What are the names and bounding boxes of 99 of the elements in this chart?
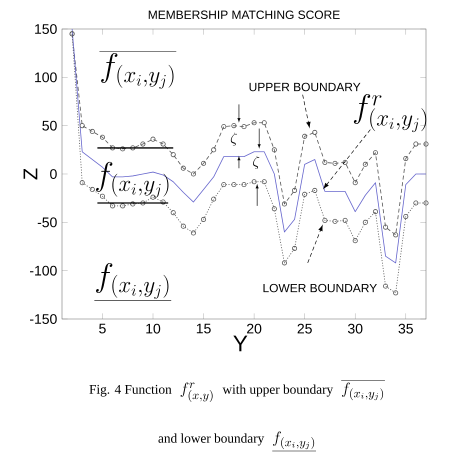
point xyxy=(302,134,308,139)
point xyxy=(180,166,186,171)
annotation: $\zeta$ xyxy=(253,156,260,170)
annotation: $f_{(x_i,y_j)}$ xyxy=(96,162,168,198)
point xyxy=(160,142,166,147)
point xyxy=(362,220,368,225)
point xyxy=(90,186,95,192)
point xyxy=(180,224,186,229)
text: and lower boundary xyxy=(158,433,264,446)
annotation: $\zeta$ xyxy=(230,132,238,146)
point xyxy=(413,142,418,147)
point xyxy=(332,218,338,224)
point xyxy=(231,123,236,128)
point xyxy=(393,290,398,296)
point xyxy=(80,123,85,128)
point xyxy=(312,188,318,193)
point xyxy=(150,136,156,142)
point xyxy=(342,218,348,223)
point xyxy=(201,160,206,166)
point xyxy=(170,152,176,158)
point xyxy=(322,218,328,223)
point xyxy=(262,179,267,184)
point xyxy=(231,182,236,188)
point xyxy=(140,142,146,147)
point xyxy=(262,120,267,126)
point xyxy=(413,200,418,206)
point xyxy=(372,209,378,214)
annotation: $\underline{f_{(x_i,y_j)}}$ xyxy=(94,262,172,300)
point xyxy=(322,160,328,165)
point xyxy=(292,246,298,251)
point xyxy=(362,162,368,167)
point xyxy=(403,156,408,162)
point xyxy=(423,200,429,206)
point xyxy=(110,203,116,208)
point xyxy=(383,284,388,289)
y-tick-label: -50 xyxy=(38,217,57,228)
point xyxy=(120,146,126,152)
x-tick-label: 35 xyxy=(398,324,413,334)
point xyxy=(110,145,116,150)
point xyxy=(241,182,247,188)
point xyxy=(312,130,318,135)
point xyxy=(252,179,257,184)
y-axis-title: Z xyxy=(24,168,38,180)
point xyxy=(80,180,85,186)
point xyxy=(170,210,176,216)
x-tick-label: 5 xyxy=(99,324,106,334)
x-tick-label: 30 xyxy=(348,324,362,334)
point xyxy=(100,134,105,140)
x-tick-label: 20 xyxy=(247,324,262,334)
point xyxy=(372,150,378,156)
point xyxy=(352,238,358,244)
point xyxy=(130,201,136,206)
point xyxy=(383,224,388,230)
point xyxy=(130,145,136,150)
point xyxy=(120,203,126,208)
point xyxy=(140,200,146,206)
point xyxy=(201,216,206,222)
caption: Fig. 4 Function xyxy=(89,384,172,397)
text: $\underline{f_{(x_i,y_j)}}$ xyxy=(272,431,316,451)
point xyxy=(423,142,429,147)
annotation: $\overline{f_{(x_i,y_j)}}$ xyxy=(99,51,176,89)
point xyxy=(292,188,298,193)
y-tick-label: -100 xyxy=(30,266,57,276)
point xyxy=(211,147,216,152)
point xyxy=(272,206,277,212)
point xyxy=(272,147,277,152)
x-tick-label: 25 xyxy=(298,324,312,334)
y-tick-label: 0 xyxy=(50,169,57,179)
y-tick-label: 50 xyxy=(42,120,57,131)
point xyxy=(342,160,348,165)
point xyxy=(221,124,226,130)
point xyxy=(282,201,287,206)
x-axis-title: Y xyxy=(233,336,248,352)
point xyxy=(160,200,166,205)
y-tick-label: 150 xyxy=(35,24,57,34)
text: with upper boundary xyxy=(222,384,334,397)
y-tick-label: 100 xyxy=(35,72,57,82)
y-tick-label: -150 xyxy=(30,314,57,324)
point xyxy=(190,171,196,177)
x-tick-label: 15 xyxy=(196,324,211,334)
point xyxy=(221,182,226,188)
point xyxy=(252,120,257,126)
point xyxy=(332,160,338,166)
point xyxy=(90,128,95,134)
chart-title: MEMBERSHIP MATCHING SCORE xyxy=(148,10,340,20)
point xyxy=(282,260,287,266)
annotation: $f^{r}_{(x_i,y_j)}$ xyxy=(354,94,426,132)
x-tick-label: 10 xyxy=(146,324,160,334)
point xyxy=(241,124,247,130)
annotation: LOWER BOUNDARY xyxy=(263,284,377,292)
point xyxy=(393,232,398,238)
annotation: UPPER BOUNDARY xyxy=(250,82,360,92)
point xyxy=(352,180,358,186)
point xyxy=(190,230,196,236)
text: $\overline{f_{(x_i,y_j)}}$ xyxy=(341,380,385,400)
text: $f^{r}_{(x,y)}$ xyxy=(180,382,213,402)
point xyxy=(403,214,408,220)
point xyxy=(302,192,308,197)
point xyxy=(211,196,216,202)
